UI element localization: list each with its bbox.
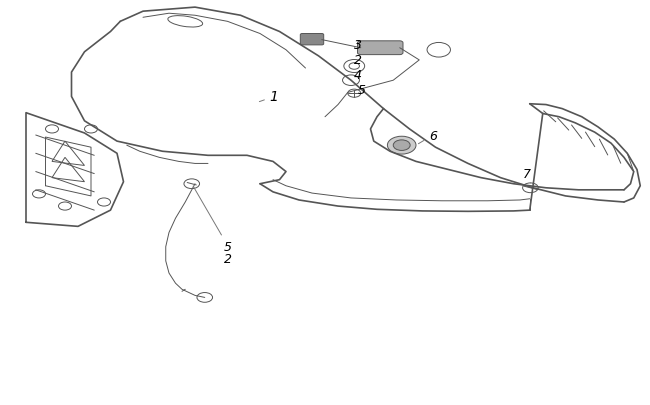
Text: 2: 2 [224, 253, 232, 266]
Text: 5: 5 [193, 187, 232, 254]
Text: 2: 2 [354, 53, 362, 66]
Text: 7: 7 [523, 168, 531, 183]
Text: 1: 1 [259, 90, 279, 104]
Text: 3: 3 [354, 39, 362, 52]
Circle shape [393, 141, 410, 151]
Text: 5: 5 [358, 83, 365, 96]
Text: 6: 6 [419, 129, 437, 144]
FancyBboxPatch shape [300, 34, 324, 46]
FancyBboxPatch shape [358, 42, 403, 55]
Circle shape [387, 137, 416, 155]
Text: 4: 4 [354, 68, 362, 81]
